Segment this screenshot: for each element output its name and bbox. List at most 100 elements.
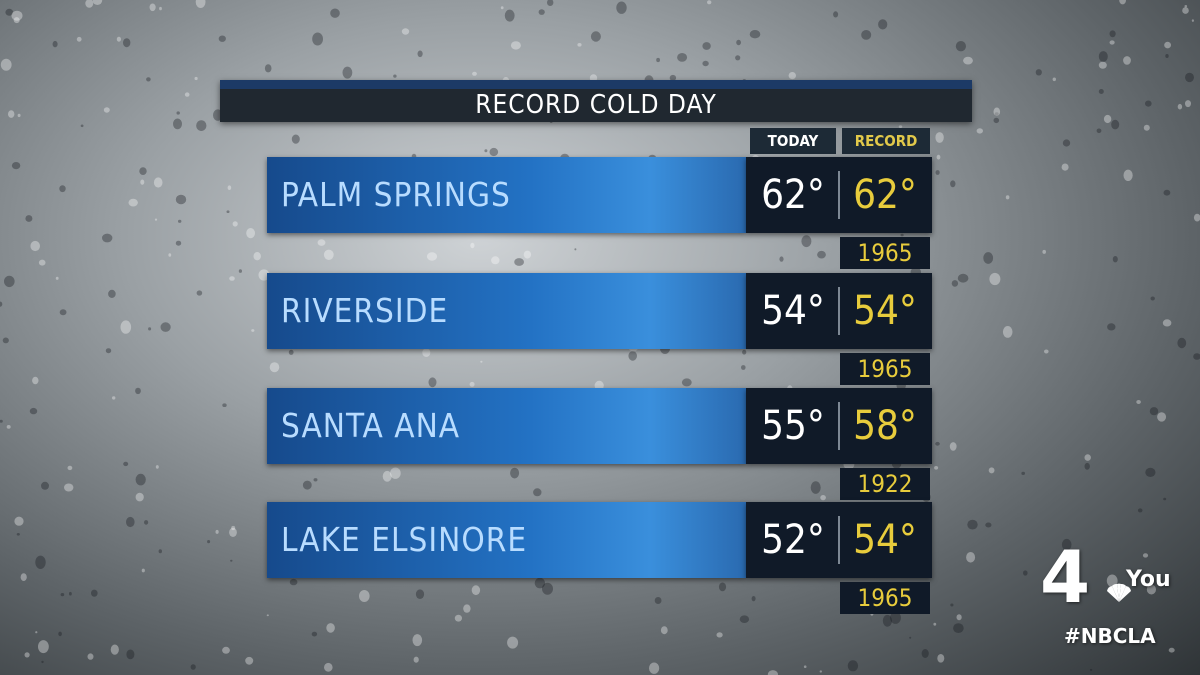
record-year: 1922 [840, 468, 930, 500]
raindrop [32, 376, 39, 385]
raindrop [779, 256, 784, 262]
raindrop [146, 77, 151, 82]
raindrop [35, 555, 46, 569]
raindrop [232, 221, 238, 227]
raindrop [956, 614, 962, 621]
raindrop [251, 329, 255, 332]
raindrop [489, 147, 499, 157]
raindrop [1150, 296, 1155, 301]
raindrop [126, 649, 135, 660]
raindrop [168, 253, 172, 257]
raindrop [1191, 19, 1194, 22]
raindrop [226, 210, 230, 213]
raindrop [1136, 400, 1141, 404]
raindrop [11, 10, 23, 21]
raindrop [1106, 574, 1118, 588]
raindrop [123, 38, 131, 48]
raindrop [311, 631, 318, 637]
raindrop [628, 351, 637, 361]
raindrop [514, 258, 524, 266]
raindrop [14, 516, 24, 526]
raindrop [1098, 89, 1104, 94]
raindrop [108, 289, 116, 298]
raindrop [660, 626, 668, 635]
city-name: PALM SPRINGS [281, 175, 511, 214]
raindrop [417, 50, 423, 58]
raindrop [103, 107, 110, 113]
raindrop [933, 622, 937, 626]
temperature-panel: 55° 58° [746, 388, 932, 464]
raindrop [1109, 40, 1115, 45]
raindrop [500, 6, 504, 10]
city-name-panel: LAKE ELSINORE [267, 502, 746, 578]
raindrop [323, 249, 334, 260]
raindrop [900, 233, 904, 237]
raindrop [994, 112, 999, 116]
raindrop [55, 276, 59, 280]
raindrop [469, 381, 475, 387]
record-year: 1965 [840, 237, 930, 269]
raindrop [1098, 61, 1107, 69]
raindrop [480, 360, 483, 363]
raindrop [1163, 189, 1171, 196]
raindrop [0, 301, 3, 307]
record-temperature: 54° [853, 517, 917, 563]
city-name: RIVERSIDE [281, 291, 449, 330]
city-row: LAKE ELSINORE 52° 54° 1965 [267, 502, 932, 614]
raindrop [1107, 323, 1116, 331]
raindrop [91, 589, 98, 597]
title-bar: RECORD COLD DAY [220, 80, 972, 122]
raindrop [1096, 128, 1102, 134]
raindrop [735, 55, 741, 61]
raindrop [1023, 570, 1028, 576]
raindrop [326, 623, 335, 633]
raindrop [269, 362, 280, 373]
today-temperature: 52° [761, 517, 825, 563]
city-name: LAKE ELSINORE [281, 520, 528, 559]
raindrop [1149, 407, 1159, 416]
raindrop [654, 597, 662, 604]
raindrop [245, 656, 254, 665]
raindrop [173, 118, 182, 130]
raindrop [196, 290, 203, 296]
raindrop [41, 660, 44, 664]
raindrop [324, 662, 333, 672]
divider [838, 287, 840, 335]
raindrop [359, 590, 370, 602]
raindrop [30, 240, 40, 252]
raindrop [533, 488, 542, 497]
raindrop [1111, 119, 1120, 130]
raindrop [963, 56, 973, 65]
raindrop [1098, 51, 1108, 62]
raindrop [264, 64, 272, 73]
raindrop [507, 636, 519, 649]
raindrop [116, 36, 121, 42]
raindrop [935, 132, 944, 143]
raindrop [1185, 100, 1191, 108]
raindrop [29, 407, 38, 415]
raindrop [6, 425, 11, 429]
raindrop [1062, 139, 1071, 147]
raindrop [817, 250, 826, 259]
raindrop [463, 604, 471, 613]
today-temperature: 62° [761, 172, 825, 218]
raindrop [702, 60, 709, 67]
raindrop [390, 467, 401, 479]
raindrop [491, 256, 500, 265]
logo-text: You [1126, 567, 1171, 592]
raindrop [222, 403, 227, 408]
raindrop [4, 275, 15, 288]
raindrop [110, 644, 119, 655]
raindrop [898, 125, 903, 128]
raindrop [669, 74, 677, 81]
raindrop [1061, 538, 1072, 551]
raindrop [966, 552, 976, 563]
raindrop [957, 273, 969, 283]
raindrop [967, 519, 978, 530]
raindrop [937, 654, 945, 663]
raindrop [801, 235, 812, 248]
raindrop [989, 272, 1001, 286]
raindrop [742, 349, 747, 355]
raindrop [8, 110, 15, 118]
raindrop [342, 66, 353, 79]
